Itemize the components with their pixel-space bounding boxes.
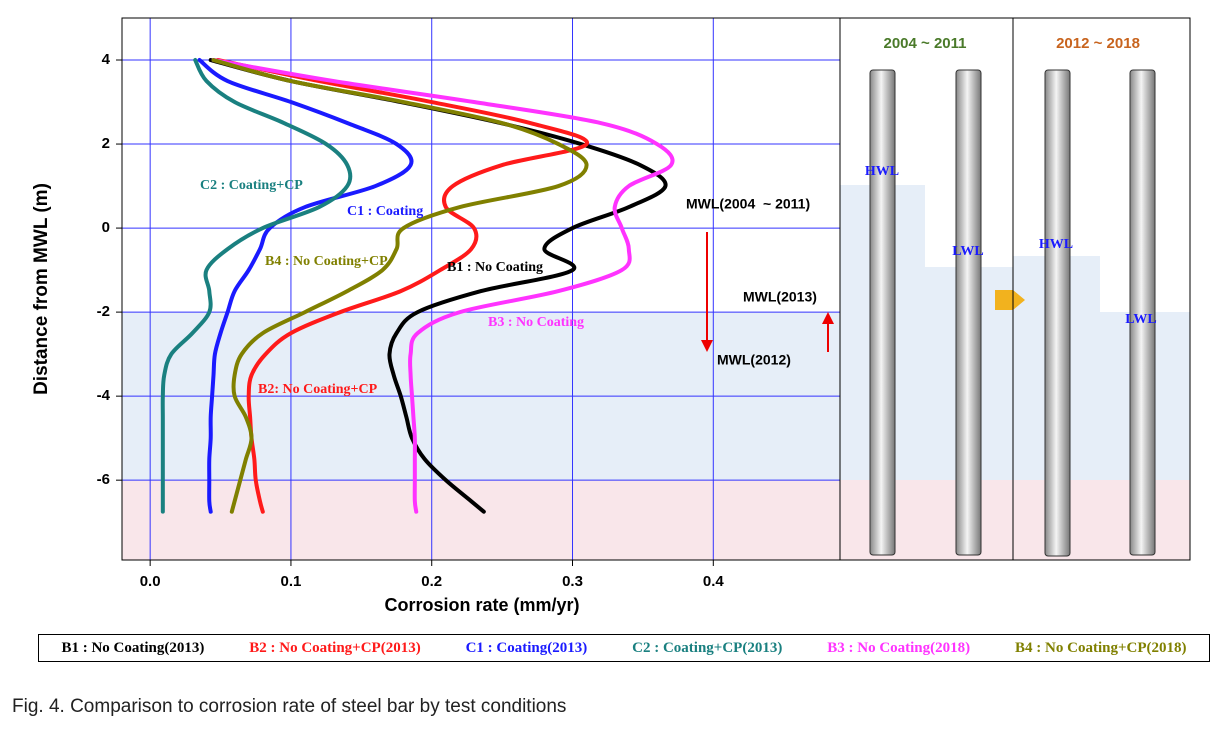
arrow-head [701,340,713,352]
x-tick-label: 0.2 [421,573,442,590]
annotation: C1 : Coating [347,204,423,219]
arrow-icon [995,290,1025,310]
series-line [211,58,675,514]
y-tick-label: -6 [97,471,110,488]
annotation: MWL(2012) [717,352,791,368]
annotation: B3 : No Coating [488,315,584,330]
arrow-head [822,312,834,324]
annotation: B4 : No Coating+CP [265,254,388,269]
pile [869,69,896,556]
pile [1044,69,1071,557]
y-tick-label: -2 [97,303,110,320]
level-label: LWL [952,244,983,259]
legend-entry: B1 : No Coating(2013) [61,639,205,656]
annotation: MWL(2013) [743,289,817,305]
plot-frame [121,17,841,561]
y-tick-label: 2 [102,135,110,152]
y-tick-label: 4 [102,51,111,68]
level-label: HWL [865,164,899,179]
legend-entry: C1 : Coating(2013) [465,639,588,656]
annotation: B2: No Coating+CP [258,382,378,397]
y-axis-label: Distance from MWL (m) [31,183,52,395]
x-tick-label: 0.0 [140,573,161,590]
y-tick-label: 0 [102,219,110,236]
series-line [160,58,353,514]
pile [955,69,982,556]
caption: Fig. 4. Comparison to corrosion rate of … [12,696,567,717]
x-tick-label: 0.3 [562,573,583,590]
legend-entry: B2 : No Coating+CP(2013) [249,639,421,656]
y-tick-label: -4 [97,387,111,404]
soil-band [122,480,1190,560]
annotation: B1 : No Coating [447,260,543,275]
legend-entry: B3 : No Coating(2018) [827,639,971,656]
piles: 2004 ~ 2011 2012 ~ 2018 HWL LWL HWL LWL [839,17,1191,561]
curves [160,58,675,514]
x-axis-label: Corrosion rate (mm/yr) [384,595,579,615]
background [122,185,1190,560]
series-line [211,58,589,514]
legend: B1 : No Coating(2013) B2 : No Coating+CP(… [38,634,1210,662]
annotations: C2 : Coating+CP C1 : Coating B4 : No Coati… [200,178,817,397]
period-label: 2012 ~ 2018 [1056,35,1140,52]
x-tick-label: 0.4 [703,573,725,590]
x-tick-label: 0.1 [281,573,302,590]
arrows [701,232,834,352]
chart: 0.0 0.1 0.2 0.3 0.4 4 2 0 -2 -4 -6 2004 ~ 2011 201… [31,17,1191,615]
pile [1129,69,1156,556]
level-label: LWL [1125,312,1156,327]
annotation: MWL(2004 ~ 2011) [686,196,810,212]
period-label: 2004 ~ 2011 [883,35,966,52]
annotation: C2 : Coating+CP [200,178,303,193]
series-line [197,58,414,514]
legend-entry: B4 : No Coating+CP(2018) [1015,639,1187,656]
legend-entry: C2 : Coating+CP(2013) [632,639,783,656]
level-label: HWL [1039,237,1073,252]
